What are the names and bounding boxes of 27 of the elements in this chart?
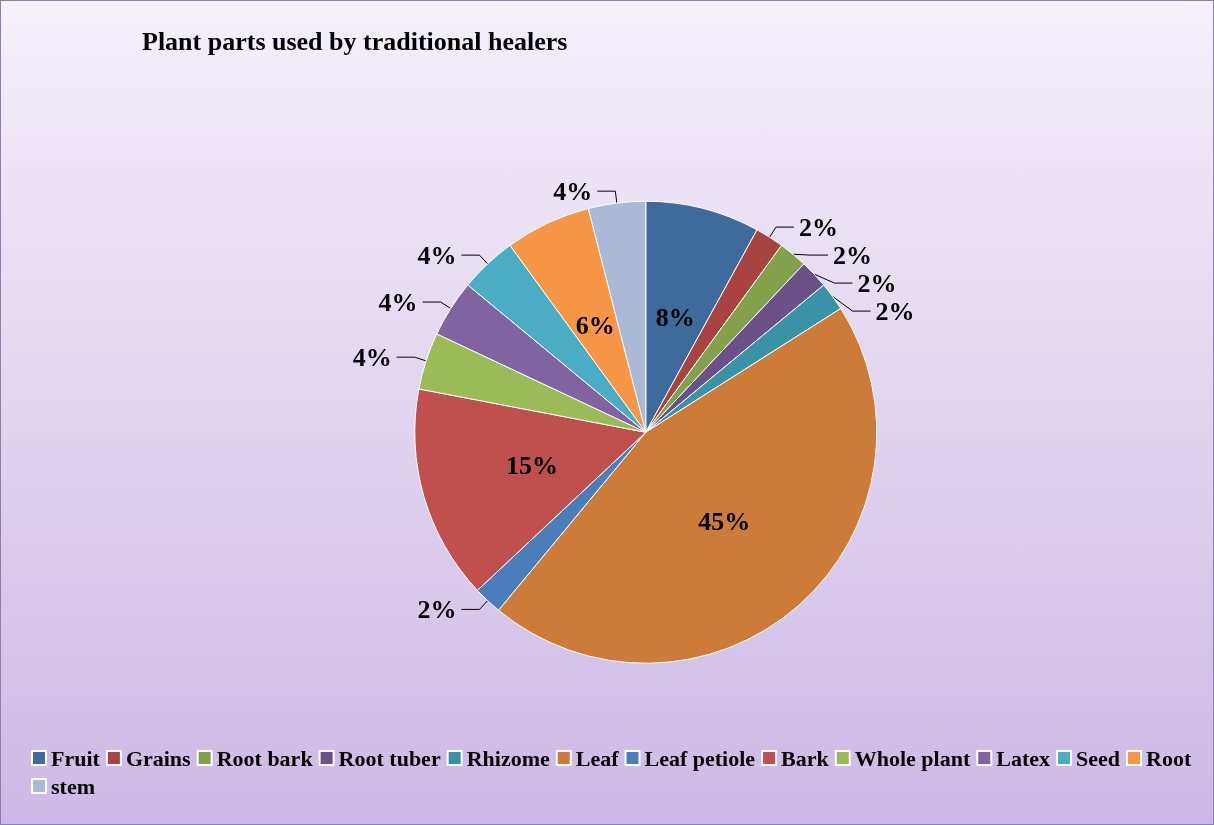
data-label: 2%	[857, 268, 897, 298]
legend-label: Grains	[125, 745, 192, 771]
data-label: 4%	[553, 176, 593, 206]
legend-label: Root tuber	[338, 745, 441, 771]
legend-label: Fruit	[51, 745, 101, 771]
chart-title: Plant parts used by traditional healers	[142, 26, 568, 56]
data-label: 4%	[352, 342, 392, 372]
data-label: 15%	[505, 450, 558, 480]
data-label: 45%	[698, 506, 751, 536]
legend-label: Latex	[996, 745, 1051, 771]
data-label: 8%	[655, 302, 695, 332]
legend-label: Seed	[1076, 745, 1121, 771]
legend-label: Leaf petiole	[644, 745, 756, 771]
data-label: 2%	[798, 212, 838, 242]
data-label: 4%	[417, 240, 457, 270]
legend-label: Bark	[781, 745, 830, 771]
legend-label: Leaf	[575, 745, 620, 771]
data-label: 2%	[875, 296, 915, 326]
legend-label: Rhizome	[466, 745, 550, 771]
legend-label: Whole plant	[854, 745, 971, 771]
data-label: 6%	[575, 310, 615, 340]
data-label: 2%	[833, 240, 873, 270]
data-label: 4%	[378, 287, 418, 317]
legend-label: Root bark	[216, 745, 314, 771]
data-label: 2%	[417, 594, 457, 624]
legend-label: Root	[1146, 745, 1192, 771]
legend-label: stem	[51, 773, 95, 799]
